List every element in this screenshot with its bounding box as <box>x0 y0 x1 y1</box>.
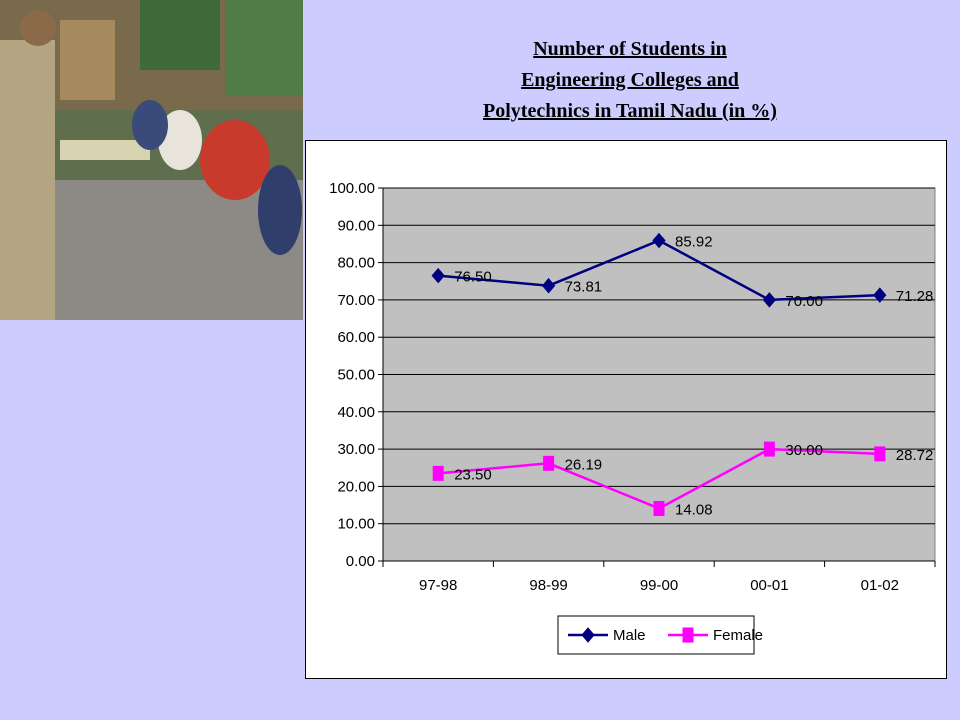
data-point-male <box>652 232 666 249</box>
legend-label-male: Male <box>613 627 646 644</box>
data-label-female: 14.08 <box>675 501 713 518</box>
classroom-photo <box>0 0 303 320</box>
x-tick-label: 00-01 <box>750 577 788 594</box>
legend-marker-female <box>682 627 694 643</box>
x-tick-label: 97-98 <box>419 577 457 594</box>
data-point-female <box>543 455 555 471</box>
data-point-female <box>874 446 886 462</box>
data-point-female <box>763 441 775 457</box>
x-tick-label: 01-02 <box>861 577 899 594</box>
y-tick-label: 10.00 <box>337 516 375 533</box>
y-tick-label: 100.00 <box>329 180 375 197</box>
chart-title-line-3: Polytechnics in Tamil Nadu (in %) <box>483 100 777 122</box>
data-label-female: 23.50 <box>454 466 492 483</box>
y-tick-label: 50.00 <box>337 367 375 384</box>
y-tick-label: 70.00 <box>337 292 375 309</box>
chart-title: Number of Students in Engineering Colleg… <box>420 34 840 127</box>
data-point-male <box>873 287 887 303</box>
legend-label-female: Female <box>713 627 763 644</box>
y-tick-label: 80.00 <box>337 255 375 272</box>
y-tick-label: 40.00 <box>337 404 375 421</box>
data-point-male <box>541 277 556 294</box>
data-point-female <box>432 465 444 481</box>
x-tick-label: 98-99 <box>529 577 567 594</box>
line-chart: 0.00 10.00 20.00 30.00 40.00 50.00 60.00 70.00 8… <box>329 180 936 655</box>
data-label-female: 28.72 <box>896 447 934 464</box>
chart-title-line-2: Engineering Colleges and <box>521 69 739 91</box>
data-label-female: 26.19 <box>565 456 603 473</box>
data-label-male: 70.00 <box>785 293 823 310</box>
chart-title-line-1: Number of Students in <box>533 38 727 60</box>
x-tick-label: 99-00 <box>640 577 678 594</box>
data-label-female: 30.00 <box>785 442 823 459</box>
data-label-male: 71.28 <box>896 288 934 305</box>
legend-marker-male <box>581 627 595 643</box>
y-tick-label: 30.00 <box>337 441 375 458</box>
y-tick-label: 90.00 <box>337 217 375 234</box>
data-label-male: 73.81 <box>565 279 603 296</box>
data-point-male <box>431 267 445 284</box>
data-point-female <box>653 500 665 516</box>
chart-panel: 0.00 10.00 20.00 30.00 40.00 50.00 60.00 70.00 8… <box>305 140 947 679</box>
data-point-male <box>762 292 777 308</box>
data-label-male: 76.50 <box>454 269 492 286</box>
y-tick-label: 60.00 <box>337 329 375 346</box>
data-label-male: 85.92 <box>675 234 713 251</box>
y-tick-label: 20.00 <box>337 478 375 495</box>
y-tick-label: 0.00 <box>346 553 375 570</box>
